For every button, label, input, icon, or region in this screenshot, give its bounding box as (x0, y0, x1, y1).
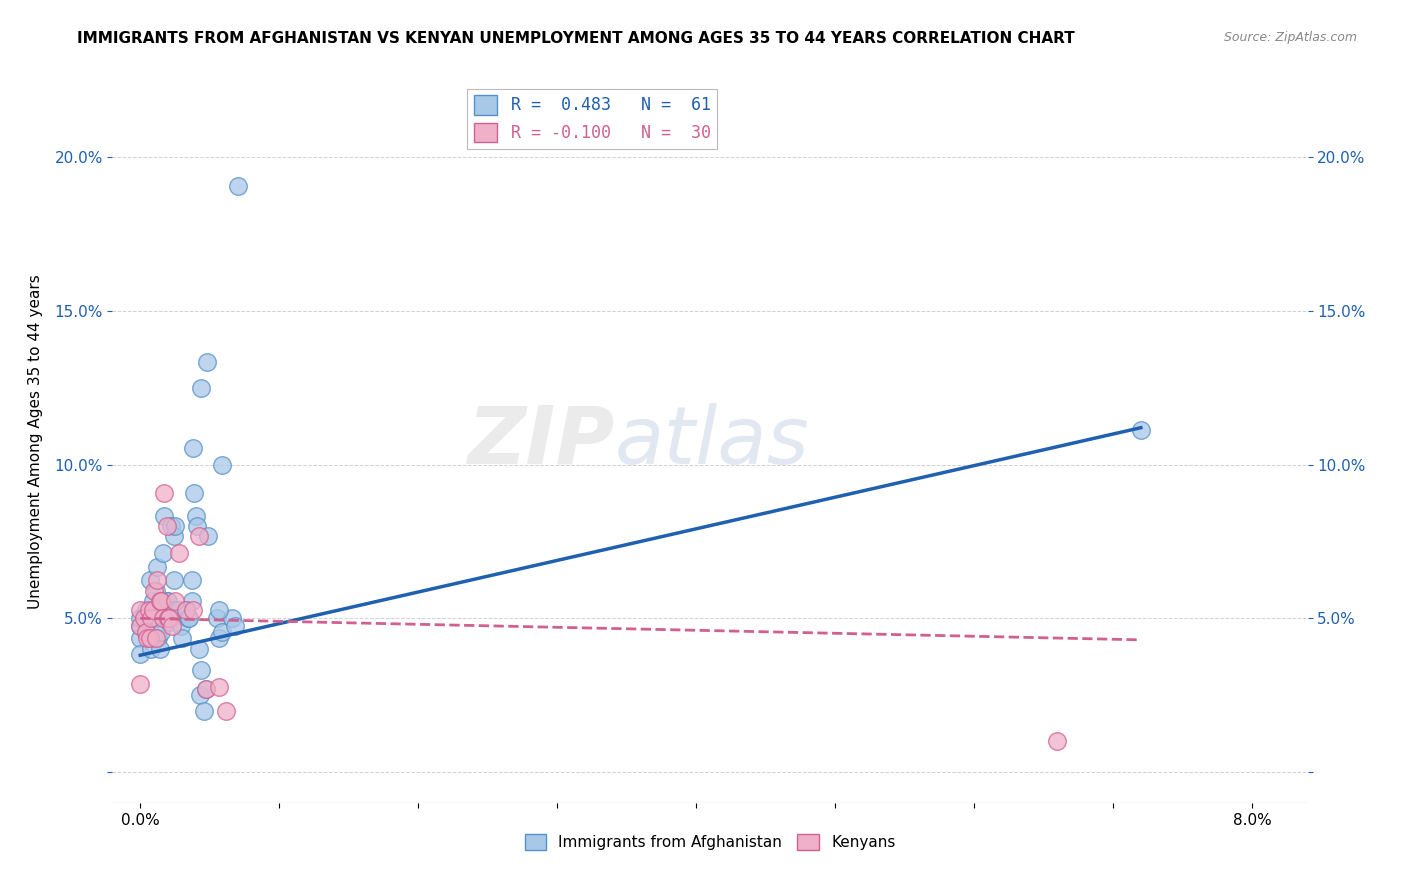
Point (170, 632, 193, 646)
Point (183, 485, 205, 500)
Point (195, 355, 218, 369)
Point (142, 603, 165, 617)
Text: Source: ZipAtlas.com: Source: ZipAtlas.com (1223, 31, 1357, 45)
Point (159, 611, 181, 625)
Point (142, 594, 165, 608)
Point (146, 611, 169, 625)
Point (211, 458, 233, 472)
Point (129, 611, 152, 625)
Point (156, 519, 179, 533)
Point (180, 594, 202, 608)
Point (160, 519, 183, 533)
Point (215, 704, 238, 718)
Point (145, 632, 167, 646)
Point (129, 618, 152, 632)
Point (167, 545, 190, 559)
Point (165, 603, 187, 617)
Point (138, 618, 160, 632)
Point (162, 528, 184, 542)
Point (205, 611, 228, 625)
Point (194, 681, 217, 696)
Point (176, 611, 198, 625)
Legend: Immigrants from Afghanistan, Kenyans: Immigrants from Afghanistan, Kenyans (519, 829, 901, 856)
Point (143, 584, 166, 599)
Point (143, 632, 166, 646)
Point (194, 681, 217, 696)
Point (193, 704, 215, 718)
Point (159, 615, 181, 629)
Point (1129, 424, 1152, 438)
Point (148, 632, 170, 646)
Point (163, 594, 186, 608)
Point (177, 611, 200, 625)
Point (152, 545, 174, 559)
Point (139, 632, 162, 646)
Point (156, 594, 179, 608)
Point (226, 179, 249, 194)
Point (135, 603, 157, 617)
Point (135, 625, 157, 640)
Point (187, 528, 209, 542)
Point (162, 603, 183, 617)
Point (180, 573, 202, 587)
Point (208, 603, 231, 617)
Point (224, 618, 246, 632)
Point (184, 508, 207, 523)
Point (211, 625, 233, 640)
Point (136, 632, 159, 646)
Text: ZIP: ZIP (467, 402, 614, 481)
Point (141, 642, 163, 657)
Point (149, 642, 172, 657)
Point (152, 611, 174, 625)
Point (136, 611, 159, 625)
Point (146, 573, 169, 587)
Point (186, 519, 208, 533)
Point (145, 584, 167, 599)
Point (157, 611, 180, 625)
Point (1046, 734, 1069, 748)
Y-axis label: Unemployment Among Ages 35 to 44 years: Unemployment Among Ages 35 to 44 years (28, 274, 44, 609)
Point (174, 603, 197, 617)
Point (187, 642, 209, 657)
Point (162, 573, 184, 587)
Point (181, 603, 204, 617)
Point (197, 528, 219, 542)
Point (135, 625, 157, 640)
Point (129, 647, 152, 661)
Text: atlas: atlas (614, 402, 810, 481)
Point (163, 519, 186, 533)
Point (190, 663, 212, 677)
Point (188, 688, 211, 702)
Point (150, 625, 173, 640)
Point (146, 560, 169, 574)
Point (169, 618, 191, 632)
Point (174, 603, 197, 617)
Point (149, 594, 172, 608)
Point (129, 618, 152, 632)
Point (153, 485, 176, 500)
Point (162, 618, 183, 632)
Point (141, 611, 163, 625)
Point (157, 594, 180, 608)
Point (142, 603, 165, 617)
Point (153, 508, 176, 523)
Point (129, 677, 152, 691)
Point (155, 603, 177, 617)
Point (208, 680, 231, 694)
Point (138, 603, 160, 617)
Point (190, 381, 212, 395)
Point (134, 611, 156, 625)
Point (221, 611, 243, 625)
Point (150, 594, 173, 608)
Point (159, 611, 181, 625)
Point (129, 632, 152, 646)
Point (129, 603, 152, 617)
Point (139, 573, 162, 587)
Point (208, 632, 231, 646)
Point (181, 442, 204, 456)
Point (167, 603, 190, 617)
Text: IMMIGRANTS FROM AFGHANISTAN VS KENYAN UNEMPLOYMENT AMONG AGES 35 TO 44 YEARS COR: IMMIGRANTS FROM AFGHANISTAN VS KENYAN UN… (77, 31, 1076, 46)
